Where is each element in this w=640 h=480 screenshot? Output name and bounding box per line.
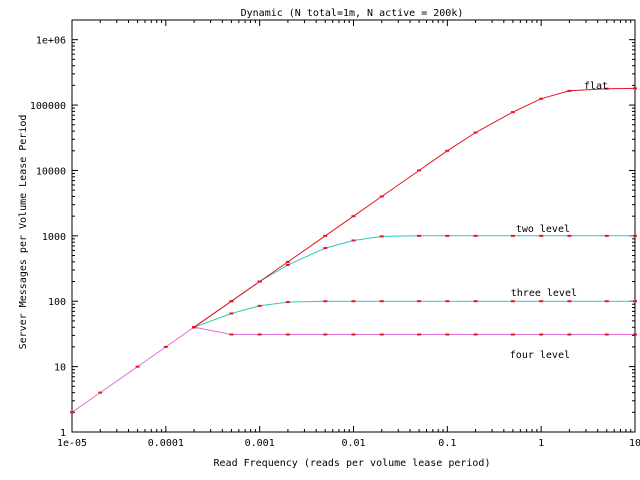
x-tick-label: 0.001 <box>245 438 275 449</box>
chart-title: Dynamic (N total=1m, N active = 200k) <box>241 8 464 19</box>
y-tick-label: 10 <box>54 363 66 374</box>
y-tick-label: 10000 <box>36 166 66 177</box>
series-label: flat <box>584 81 608 92</box>
series-line <box>71 326 635 413</box>
x-tick-label: 0.1 <box>438 438 456 449</box>
y-tick-label: 100000 <box>30 101 66 112</box>
x-tick-label: 0.01 <box>341 438 365 449</box>
x-tick-label: 1 <box>538 438 544 449</box>
y-tick-label: 1 <box>60 428 66 439</box>
series-label: two level <box>516 224 570 235</box>
x-axis-label: Read Frequency (reads per volume lease p… <box>214 458 491 469</box>
x-tick-label: 1e-05 <box>57 438 87 449</box>
x-tick-label: 10 <box>629 438 640 449</box>
y-tick-label: 100 <box>48 297 66 308</box>
series-labels: flat two level three level four level <box>510 81 608 361</box>
series-label: four level <box>510 350 570 361</box>
series-three-level <box>192 300 637 329</box>
series-group <box>70 87 637 414</box>
y-tick-label: 1000 <box>42 232 66 243</box>
series-label: three level <box>511 288 577 299</box>
y-axis-label: Server Messages per Volume Lease Period <box>18 115 29 350</box>
series-two-level <box>192 234 637 329</box>
x-tick-label: 0.0001 <box>148 438 184 449</box>
y-tick-label: 1e+06 <box>36 36 66 47</box>
series-flat <box>192 87 637 329</box>
series-four-level <box>70 326 637 414</box>
